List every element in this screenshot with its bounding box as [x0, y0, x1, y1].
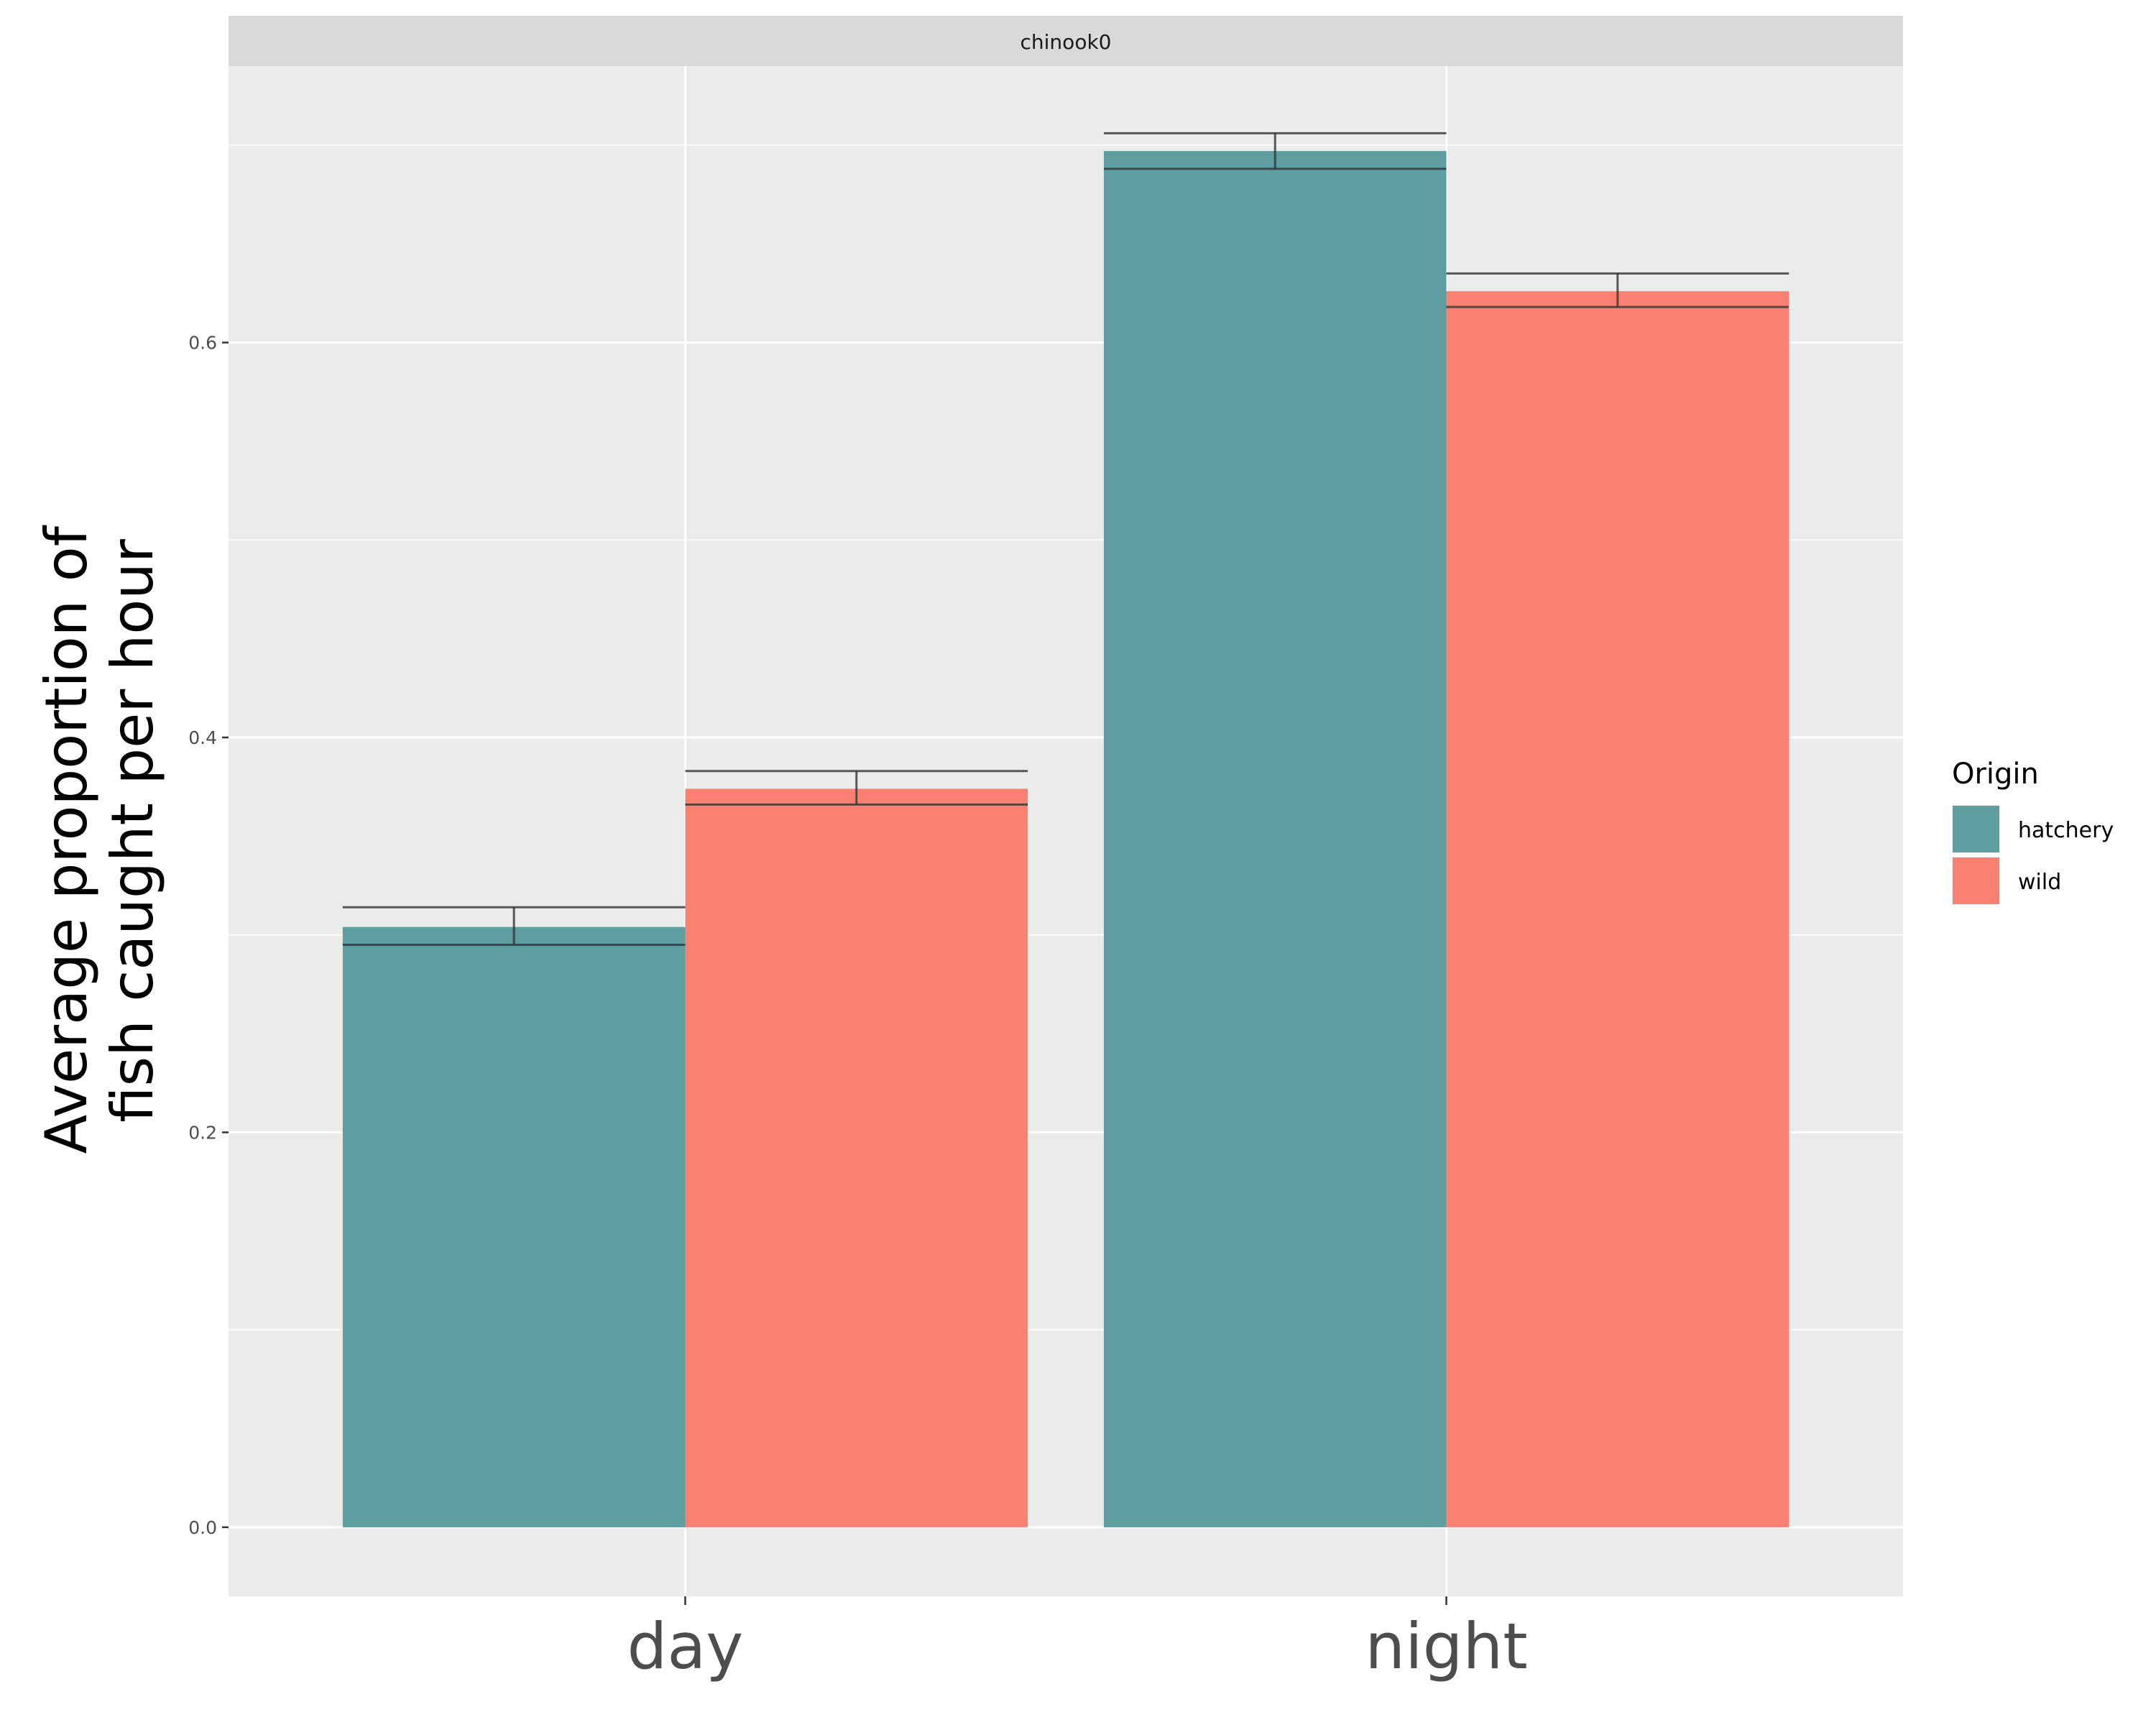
legend-label-hatchery: hatchery	[2018, 818, 2114, 843]
x-tick-label: night	[1365, 1609, 1527, 1683]
y-tick-label: 0.4	[188, 727, 217, 748]
x-axis: day night	[627, 1596, 1528, 1683]
legend-swatch-wild	[1953, 857, 1999, 904]
facet-strip	[229, 16, 1903, 66]
y-tick-label: 0.2	[188, 1122, 217, 1143]
bar-hatchery-night	[1103, 151, 1447, 1527]
y-tick-label: 0.6	[188, 333, 217, 354]
bar-hatchery-day	[342, 926, 686, 1527]
bar-wild-day	[685, 788, 1028, 1527]
legend-label-wild: wild	[2018, 870, 2061, 895]
y-axis-title: Average proportion of fish caught per ho…	[33, 508, 166, 1154]
y-axis-title-line-2: fish caught per hour	[99, 539, 166, 1123]
legend-swatch-hatchery	[1953, 806, 1999, 852]
errorbars-layer	[342, 132, 1789, 946]
facet-strip-label: chinook0	[1021, 30, 1112, 54]
y-axis: 0.0 0.2 0.4 0.6	[188, 333, 229, 1538]
legend: Origin hatchery wild	[1952, 758, 2114, 905]
y-tick-label: 0.0	[188, 1517, 217, 1538]
bar-wild-night	[1446, 291, 1789, 1527]
bars-layer	[342, 151, 1789, 1527]
legend-title: Origin	[1952, 758, 2039, 791]
y-axis-title-line-1: Average proportion of	[33, 525, 100, 1154]
x-tick-label: day	[627, 1609, 744, 1683]
